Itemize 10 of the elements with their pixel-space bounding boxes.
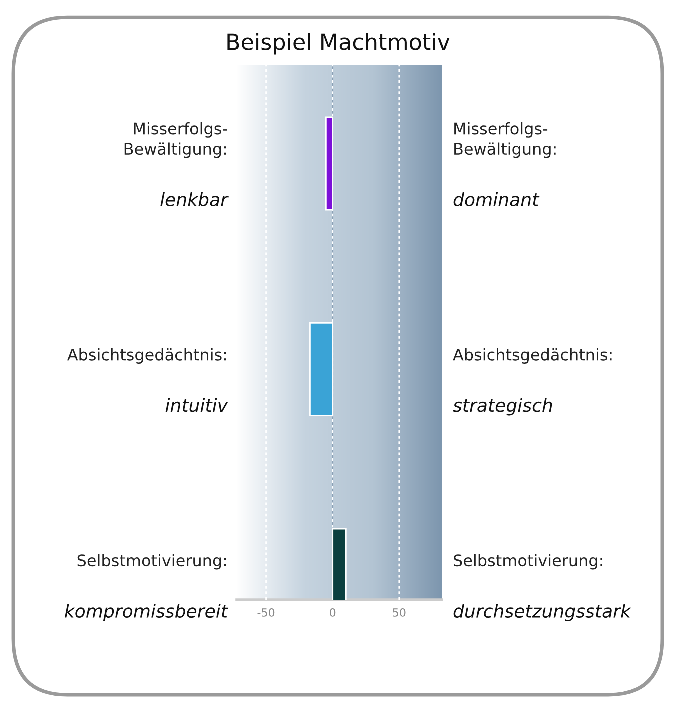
text: Absichtsgedächtnis: strategisch: [453, 348, 612, 416]
x-tick-label: -50: [258, 608, 275, 617]
x-tick-label: 50: [393, 608, 406, 617]
text: Selbstmotivierung: durchsetzungsstark: [454, 554, 632, 622]
text: Misserfolgs- Bewältigung: dominant: [454, 122, 556, 207]
chart-title: Beispiel Machtmotiv: [228, 33, 450, 55]
x-tick-label: 0: [330, 608, 336, 617]
category-label: Misserfolgs- Bewältigung: lenkbar: [124, 122, 229, 207]
category-label: Selbstmotivierung: kompromissbereit: [65, 554, 229, 622]
category-label: Absichtsgedächtnis: intuitiv: [67, 348, 228, 412]
